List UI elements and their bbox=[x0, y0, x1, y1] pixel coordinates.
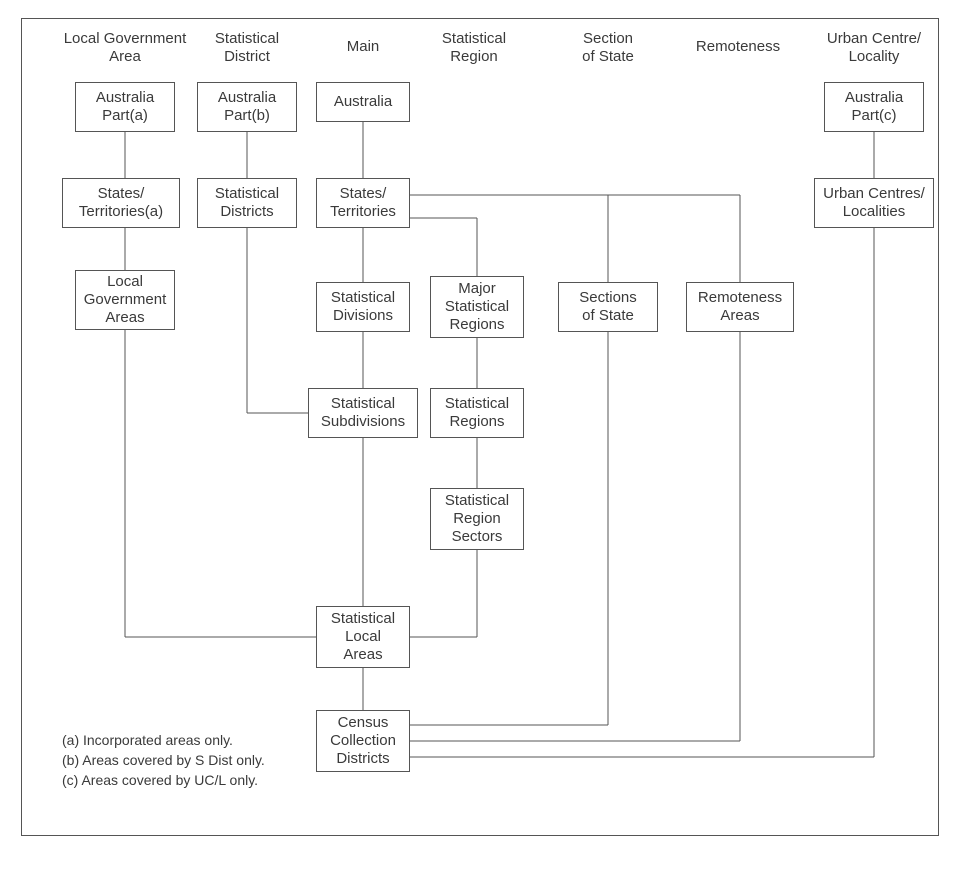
node-lga-states: States/Territories(a) bbox=[62, 178, 180, 228]
heading-dist: StatisticalDistrict bbox=[192, 30, 302, 66]
diagram-frame: Local GovernmentArea StatisticalDistrict… bbox=[0, 0, 960, 872]
node-reg-major: MajorStatisticalRegions bbox=[430, 276, 524, 338]
node-ucl-loc: Urban Centres/Localities bbox=[814, 178, 934, 228]
node-dist-dists: StatisticalDistricts bbox=[197, 178, 297, 228]
node-dist-aus: AustraliaPart(b) bbox=[197, 82, 297, 132]
node-reg-regions: StatisticalRegions bbox=[430, 388, 524, 438]
heading-lga: Local GovernmentArea bbox=[60, 30, 190, 66]
node-main-states: States/Territories bbox=[316, 178, 410, 228]
footnote-b: (b) Areas covered by S Dist only. bbox=[62, 750, 265, 770]
node-rem-areas: RemotenessAreas bbox=[686, 282, 794, 332]
node-main-ccd: CensusCollectionDistricts bbox=[316, 710, 410, 772]
node-main-subdiv: StatisticalSubdivisions bbox=[308, 388, 418, 438]
footnote-a: (a) Incorporated areas only. bbox=[62, 730, 265, 750]
node-ucl-aus: AustraliaPart(c) bbox=[824, 82, 924, 132]
node-reg-sectors: StatisticalRegionSectors bbox=[430, 488, 524, 550]
node-lga-aus: AustraliaPart(a) bbox=[75, 82, 175, 132]
node-sos-sections: Sectionsof State bbox=[558, 282, 658, 332]
heading-rem: Remoteness bbox=[678, 38, 798, 56]
heading-reg: StatisticalRegion bbox=[424, 30, 524, 66]
node-main-div: StatisticalDivisions bbox=[316, 282, 410, 332]
heading-sos: Sectionof State bbox=[558, 30, 658, 66]
footnote-c: (c) Areas covered by UC/L only. bbox=[62, 770, 265, 790]
node-main-sla: StatisticalLocalAreas bbox=[316, 606, 410, 668]
node-main-aus: Australia bbox=[316, 82, 410, 122]
heading-ucl: Urban Centre/Locality bbox=[814, 30, 934, 66]
heading-main: Main bbox=[318, 38, 408, 56]
footnotes: (a) Incorporated areas only. (b) Areas c… bbox=[62, 730, 265, 790]
node-lga-areas: LocalGovernmentAreas bbox=[75, 270, 175, 330]
